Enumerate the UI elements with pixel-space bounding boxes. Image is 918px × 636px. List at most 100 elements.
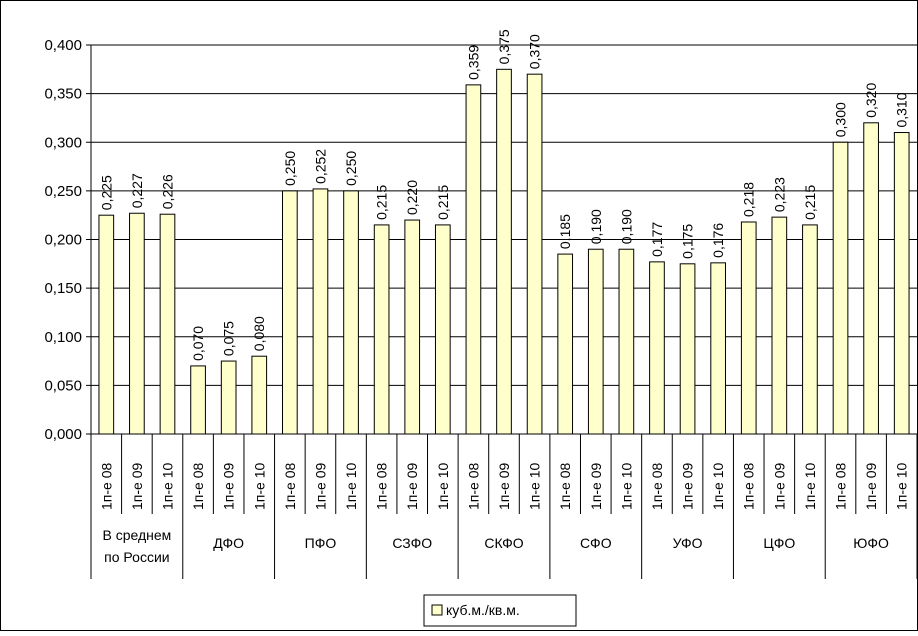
group-label: по России (104, 549, 169, 565)
bar (129, 212, 145, 435)
data-label: 0,227 (129, 173, 145, 208)
bar (220, 360, 237, 435)
bar (832, 141, 849, 435)
x-tick-label: 1п-е 10 (710, 463, 726, 510)
bar (618, 248, 635, 435)
x-tick-label: 1п-е 08 (98, 463, 114, 510)
data-label: 0,185 (557, 214, 573, 249)
x-tick-label: 1п-е 10 (251, 463, 267, 510)
data-label: 0,226 (159, 174, 175, 209)
x-tick-label: 1п-е 08 (374, 463, 390, 510)
bar (98, 214, 115, 435)
data-label: 0,300 (833, 102, 849, 137)
data-label: 0,070 (190, 326, 206, 361)
data-label: 0,220 (404, 180, 420, 215)
data-label: 0,225 (98, 175, 114, 210)
group-label: ЮФО (853, 535, 889, 551)
bar (710, 262, 726, 435)
bar (465, 84, 482, 435)
data-label: 0,215 (802, 185, 818, 220)
bar (434, 224, 451, 435)
data-label: 0,250 (343, 151, 359, 186)
x-tick-label: 1п-е 09 (496, 463, 512, 510)
data-labels: 0,225 0,227 0,226 0,070 0,075 0,080 0,250 0,252… (98, 29, 909, 361)
data-label: 0,215 (435, 185, 451, 220)
x-tick-label: 1п-е 10 (802, 463, 818, 510)
x-tick-label: 1п-е 10 (435, 463, 451, 510)
axes: 0,000 0,050 0,100 0,150 0,200 0,250 0,300 0,350… (44, 37, 918, 579)
x-tick-label: 1п-е 09 (312, 463, 328, 510)
group-label: СФО (580, 535, 612, 551)
y-tick-label: 0,400 (44, 37, 82, 54)
legend-label: куб.м./кв.м. (446, 602, 520, 618)
y-tick-label: 0,150 (44, 280, 82, 297)
bar (649, 261, 665, 435)
bar (526, 73, 543, 435)
bar (159, 213, 176, 435)
bar (282, 190, 298, 435)
bars (98, 68, 910, 435)
x-tick-label: 1п-е 09 (863, 463, 879, 510)
y-tick-label: 0,100 (44, 329, 82, 346)
x-tick-label: 1п-е 10 (618, 463, 634, 510)
data-label: 0,190 (618, 209, 634, 244)
x-tick-label: 1п-е 10 (159, 463, 175, 510)
group-label: ДФО (213, 535, 244, 551)
legend: куб.м./кв.м. (423, 594, 577, 627)
group-label: В среднем (102, 527, 171, 543)
data-label: 0,370 (527, 34, 543, 69)
data-label: 0,359 (465, 45, 481, 80)
bar (740, 221, 757, 435)
x-tick-label: 1п-е 08 (190, 463, 206, 510)
data-label: 0,252 (312, 149, 328, 184)
x-tick-label: 1п-е 09 (771, 463, 787, 510)
data-label: 0,175 (680, 224, 696, 259)
x-tick-label: 1п-е 10 (343, 463, 359, 510)
y-tick-label: 0,350 (44, 86, 82, 103)
bar (312, 188, 329, 435)
bar (496, 68, 512, 435)
data-label: 0,310 (894, 92, 910, 127)
data-label: 0,215 (374, 185, 390, 220)
x-tick-label: 1п-е 08 (282, 463, 298, 510)
y-tick-label: 0,250 (44, 183, 82, 200)
group-label: СКФО (484, 535, 523, 551)
data-label: 0,223 (771, 177, 787, 212)
y-tick-label: 0,050 (44, 377, 82, 394)
data-label: 0,176 (710, 223, 726, 258)
x-tick-label: 1п-е 08 (649, 463, 665, 510)
x-tick-label: 1п-е 08 (741, 463, 757, 510)
group-label: ПФО (305, 535, 337, 551)
bar (251, 355, 268, 435)
bar (771, 216, 788, 435)
x-tick-label: 1п-е 08 (557, 463, 573, 510)
x-tick-label: 1п-е 09 (221, 463, 237, 510)
y-tick-label: 0,200 (44, 232, 82, 249)
bar (587, 248, 604, 435)
bar (557, 253, 574, 435)
data-label: 0,375 (496, 29, 512, 64)
x-tick-label: 1п-е 08 (833, 463, 849, 510)
x-tick-label: 1п-е 10 (894, 463, 910, 510)
bar (373, 224, 390, 435)
legend-box (423, 594, 577, 627)
x-tick-label: 1п-е 09 (129, 463, 145, 510)
x-tick-label: 1п-е 10 (527, 463, 543, 510)
data-label: 0,075 (221, 321, 237, 356)
x-tick-label: 1п-е 09 (680, 463, 696, 510)
bar (190, 365, 206, 435)
group-label: СЗФО (392, 535, 432, 551)
y-tick-label: 0,000 (44, 426, 82, 443)
x-tick-label: 1п-е 09 (588, 463, 604, 510)
data-label: 0,250 (282, 151, 298, 186)
y-tick-label: 0,300 (44, 134, 82, 151)
legend-swatch (431, 604, 443, 616)
data-label: 0,177 (649, 222, 665, 257)
bar (802, 224, 818, 435)
group-label: ЦФО (763, 535, 795, 551)
data-label: 0,320 (863, 83, 879, 118)
data-label: 0,080 (251, 316, 267, 351)
